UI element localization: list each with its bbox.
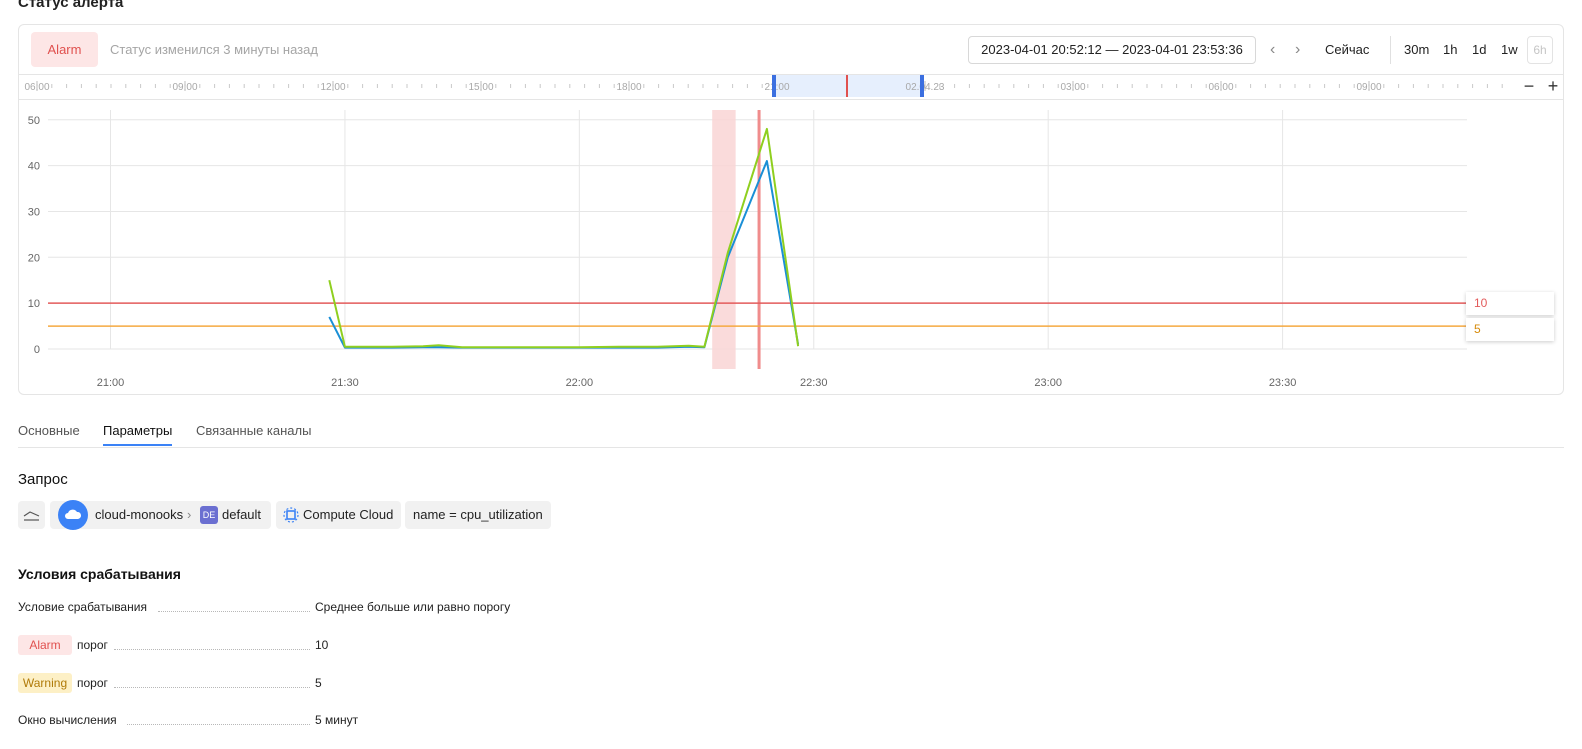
alarm-tag: Alarm xyxy=(18,635,72,655)
timeline-label: 02.04.23 xyxy=(906,82,945,93)
warning-threshold-label: порог xyxy=(77,676,108,690)
timeline-label: 03:00 xyxy=(1060,82,1085,93)
window-label: Окно вычисления xyxy=(18,713,117,727)
y-tick-label: 10 xyxy=(28,298,40,310)
timeline-label: 21:00 xyxy=(764,82,789,93)
active-tab-indicator xyxy=(103,444,172,446)
x-tick-label: 21:30 xyxy=(331,377,359,389)
chart-type-toggle[interactable] xyxy=(18,501,45,529)
preset-1h-button[interactable]: 1h xyxy=(1443,42,1458,57)
y-tick-label: 20 xyxy=(28,252,40,264)
folder-badge: DE xyxy=(200,506,218,524)
timeline-label: 09:00 xyxy=(1356,82,1381,93)
line-chart-icon xyxy=(23,511,40,521)
dotted-leader xyxy=(114,649,310,650)
timeline-svg[interactable]: 06:00 09:00 12:00 15:00 18:00 21:00 02.04.23 03… xyxy=(19,75,1519,97)
timeline-ruler[interactable] xyxy=(19,74,1564,100)
condition-label: Условие срабатывания xyxy=(18,600,147,614)
folder-name: default xyxy=(222,507,262,522)
dotted-leader xyxy=(127,724,310,725)
x-tick-label: 23:00 xyxy=(1034,377,1062,389)
folder-chip[interactable]: cloud-monooks › default xyxy=(50,501,271,529)
timeline-label: 06:00 xyxy=(1208,82,1233,93)
tab-linked-channels[interactable]: Связанные каналы xyxy=(196,423,312,438)
condition-value: Среднее больше или равно порогу xyxy=(315,600,511,614)
timeline-label: 12:00 xyxy=(320,82,345,93)
alarm-threshold-label: порог xyxy=(77,638,108,652)
x-tick-label: 23:30 xyxy=(1269,377,1297,389)
warning-threshold-value: 5 xyxy=(315,676,322,690)
x-tick-label: 22:30 xyxy=(800,377,828,389)
y-tick-label: 30 xyxy=(28,206,40,218)
preset-6h-button[interactable]: 6h xyxy=(1527,36,1553,64)
service-chip[interactable]: Compute Cloud xyxy=(276,501,401,529)
preset-1w-button[interactable]: 1w xyxy=(1501,42,1518,57)
time-range-input[interactable]: 2023-04-01 20:52:12 — 2023-04-01 23:53:3… xyxy=(968,36,1256,64)
preset-1d-button[interactable]: 1d xyxy=(1472,42,1487,57)
timeline-handle-left xyxy=(772,75,776,97)
threshold-alarm-label: 10 xyxy=(1466,292,1554,315)
line-chart: 0 10 20 30 40 50 21:00 21:30 22:00 22:30 23:00 23:3… xyxy=(28,110,1467,389)
alert-band xyxy=(712,110,736,369)
conditions-title: Условия срабатывания xyxy=(18,566,181,582)
dotted-leader xyxy=(158,611,310,612)
section-title: Статус алерта xyxy=(18,0,124,11)
y-tick-label: 50 xyxy=(28,115,40,127)
timeline-label: 15:00 xyxy=(468,82,493,93)
zoom-in-icon[interactable]: + xyxy=(1547,76,1559,96)
selector-chip[interactable]: name = cpu_utilization xyxy=(405,501,551,529)
alarm-threshold-value: 10 xyxy=(315,638,329,652)
y-tick-label: 0 xyxy=(34,344,40,356)
dotted-leader xyxy=(114,687,310,688)
zoom-out-icon[interactable]: − xyxy=(1523,76,1535,96)
cloud-icon xyxy=(58,500,88,530)
chevron-right-icon: › xyxy=(187,507,192,522)
chevron-right-icon[interactable]: › xyxy=(1295,41,1301,58)
tab-main[interactable]: Основные xyxy=(18,423,80,438)
divider xyxy=(1390,36,1391,64)
tab-parameters[interactable]: Параметры xyxy=(103,423,173,438)
timeline-label: 09:00 xyxy=(172,82,197,93)
cloud-name: cloud-monooks xyxy=(95,507,184,522)
tab-bar: Основные Параметры Связанные каналы xyxy=(18,418,1564,448)
status-badge: Alarm xyxy=(31,32,98,67)
timeline-label: 06:00 xyxy=(24,82,49,93)
now-button[interactable]: Сейчас xyxy=(1325,42,1370,57)
x-tick-label: 21:00 xyxy=(97,377,125,389)
query-title: Запрос xyxy=(18,471,68,488)
window-value: 5 минут xyxy=(315,713,359,727)
timeline-label: 18:00 xyxy=(616,82,641,93)
timeline-handle-right xyxy=(920,75,924,97)
series-line xyxy=(328,127,800,349)
chip-icon xyxy=(283,507,299,523)
x-tick-label: 22:00 xyxy=(566,377,594,389)
chevron-left-icon[interactable]: ‹ xyxy=(1270,41,1276,58)
service-name: Compute Cloud xyxy=(303,507,394,522)
status-text: Статус изменился 3 минуты назад xyxy=(110,42,318,57)
y-tick-label: 40 xyxy=(28,161,40,173)
warning-tag: Warning xyxy=(18,673,72,693)
threshold-warning-label: 5 xyxy=(1466,318,1554,341)
preset-30m-button[interactable]: 30m xyxy=(1404,42,1430,57)
